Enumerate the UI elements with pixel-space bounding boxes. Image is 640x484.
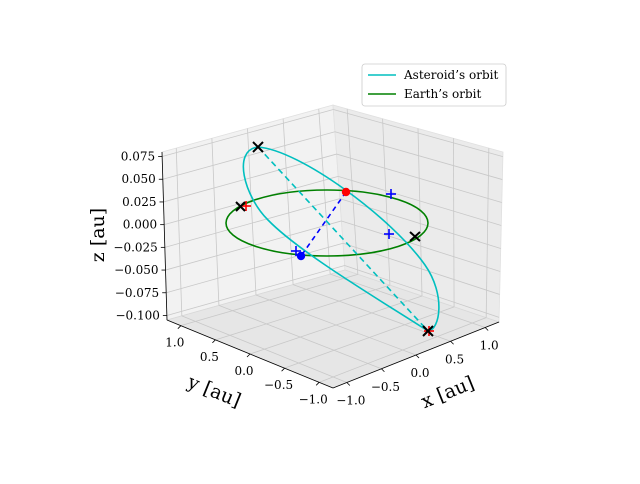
y-tick-label: −0.5 [264,378,293,392]
earth-position-marker [341,187,351,197]
grid-line-x [247,128,257,296]
earth-orbit [225,189,429,257]
y-tick-label: −1.0 [299,392,328,406]
y-tick-mark [281,367,285,372]
grid-line-z [338,175,502,226]
grid-line-z [334,131,503,180]
grid-line-z [341,220,501,272]
grid-line-x [211,138,220,306]
asteroid-apsis-line [257,146,429,332]
z-tick-label: −0.025 [113,240,157,254]
z-tick-label: −0.100 [115,308,159,322]
x-tick-label: 0.5 [445,352,464,366]
legend-label-asteroid: Asteroid’s orbit [403,68,498,82]
grid-line-z [166,265,345,316]
y-tick-mark [212,339,216,344]
grid-line-z [162,109,334,157]
grid-line-z [344,265,500,318]
grid-line-y [485,148,490,318]
x-tick-mark [381,368,385,373]
grid-line-z [163,153,337,203]
crossing-marker [386,189,396,199]
asteroid-position-marker [296,251,306,261]
z-tick-label: 0.025 [122,195,156,209]
z-tick-label: 0.075 [121,150,155,164]
y-tick-label: 0.0 [234,364,253,378]
x-tick-label: 1.0 [480,339,499,353]
z-axis-line [161,151,168,321]
node-marker [409,231,421,242]
grid-line-y [284,306,455,369]
earth-asteroid-link [300,191,347,257]
apsis-marker [422,325,434,337]
grid-line-z [164,198,340,248]
legend-box [361,63,507,107]
grid-line-y [180,273,358,327]
grid-line-y [453,138,455,307]
grid-line-y [382,118,391,286]
asteroid-orbit-lower [242,146,429,332]
x-tick-label: −1.0 [336,394,365,408]
asteroid-orbit [257,146,440,332]
orbit-markers [235,141,434,337]
z-axis-label: z [au] [87,208,109,262]
x-tick-mark [450,340,454,345]
y-tick-label: 1.0 [165,336,184,350]
x-tick-label: 0.0 [410,366,429,380]
crossing-marker [291,246,301,256]
x-tick-mark [415,354,420,359]
grid-line-x [175,148,183,316]
crossing-marker [241,201,251,211]
grid-line-z [342,242,500,295]
y-tick-mark [246,353,251,358]
y-tick-mark [315,382,320,386]
grid-lines [162,108,503,383]
grid-line-z [333,109,503,157]
apsis-marker [252,141,264,153]
grid-line-y [319,317,487,383]
grid-line-z [162,131,336,180]
y-tick-mark [177,325,182,329]
node-marker [235,201,246,212]
z-tick-label: 0.050 [121,172,155,186]
z-tick-label: −0.050 [114,263,158,277]
grid-line-z [336,153,502,203]
x-tick-mark [484,327,489,331]
grid-line-x [318,108,331,275]
grid-line-y [417,128,423,297]
x-tick-mark [346,382,351,386]
grid-line-y [249,295,423,355]
legend-label-earth: Earth’s orbit [404,87,481,101]
grid-line-z [166,242,344,294]
grid-line-x [282,118,294,285]
x-tick-label: −0.5 [371,380,400,394]
y-tick-label: 0.5 [200,350,219,364]
tick-labels: −1.0 −0.5 0.0 0.5 1.0 −1.0 −0.5 0.0 0.5 1.0 −0.100… [113,150,498,408]
crossing-marker [384,229,394,239]
legend: Asteroid’s orbit Earth’s orbit [361,63,507,107]
tick-marks [158,156,489,386]
z-tick-label: 0.000 [123,218,157,232]
z-tick-label: −0.075 [115,286,159,300]
grid-line-y [215,284,391,341]
